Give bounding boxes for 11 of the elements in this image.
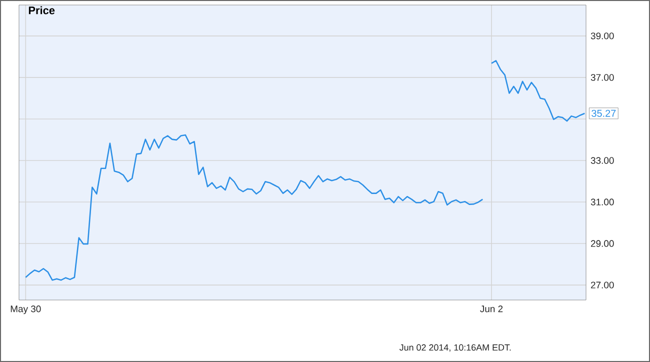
y-tick-label: 39.00 [590, 32, 614, 40]
x-tick-label: Jun 2 [480, 306, 503, 312]
text: 35.27 [592, 110, 616, 117]
x-tick-label: May 30 [10, 306, 41, 314]
text: Jun 02 2014, 10:16AM EDT. [399, 344, 511, 352]
y-tick-label: 27.00 [590, 282, 614, 288]
y-tick-label: 37.00 [590, 74, 614, 81]
chart-title: Price [28, 6, 55, 14]
y-tick-label: 33.00 [590, 157, 614, 164]
y-tick-label: 29.00 [590, 240, 614, 247]
y-tick-label: 31.00 [590, 198, 614, 206]
